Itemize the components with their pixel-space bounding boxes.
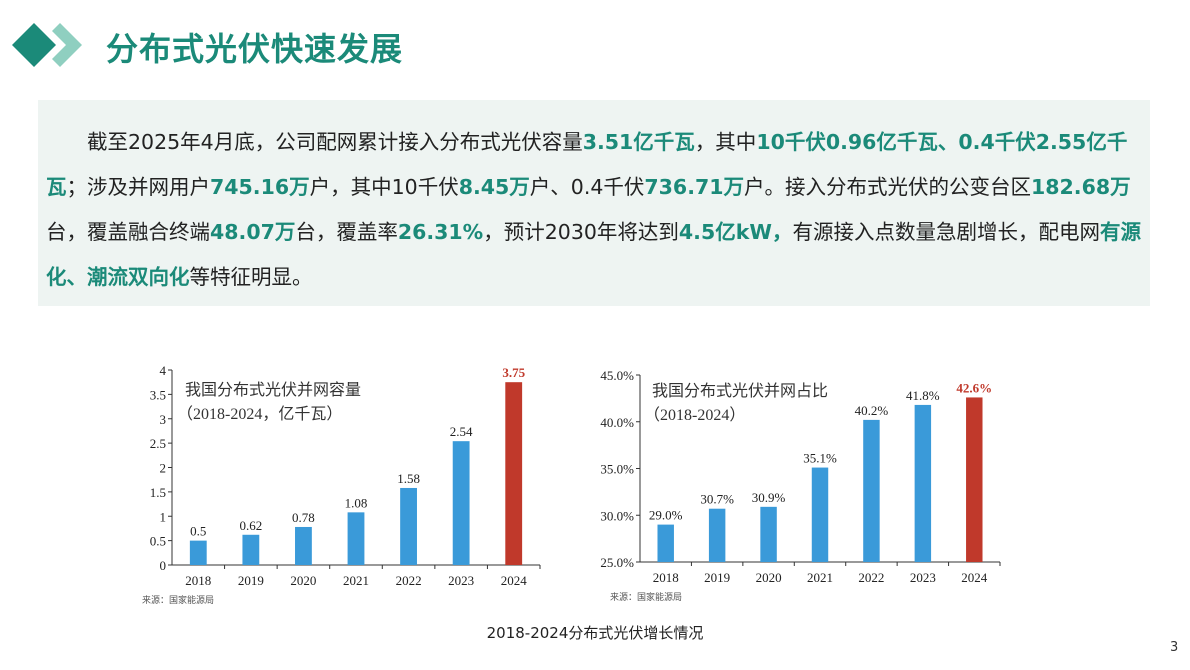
data-label: 30.9% [752,490,786,505]
capacity-chart: 0 0.5 1 1.5 2 2.5 3 3.5 4 0.5 2018 0.62 2019 0.78 2020… [142,363,541,605]
y-tick-label: 1.5 [150,485,166,500]
highlight-text: 182.68万 [1031,175,1131,199]
bar-2024 [505,382,523,565]
x-tick-label: 2020 [756,570,782,585]
bar-2020 [760,506,777,562]
figure-caption: 2018-2024分布式光伏增长情况 [486,624,704,642]
y-tick-label: 3.5 [150,387,166,402]
y-tick-label: 2.5 [150,436,166,451]
x-tick-label: 2022 [396,573,422,588]
body-text: 户、0.4千伏 [529,175,645,199]
y-tick-label: 3 [160,412,167,427]
y-tick-label: 1 [160,509,167,524]
x-tick-label: 2018 [653,570,679,585]
bar-2022 [400,487,417,565]
share-chart: 25.0% 30.0% 35.0% 40.0% 45.0% 29.0% 2018 30.7% 2… [600,368,1001,602]
chart-title: 我国分布式光伏并网容量 [185,381,361,399]
body-text: 户，其中10千伏 [309,175,459,199]
x-tick-label: 2022 [858,570,884,585]
data-label: 41.8% [906,388,940,403]
bar-2018 [189,540,207,565]
data-label: 2.54 [450,424,473,439]
data-label: 0.5 [190,524,206,539]
data-label: 0.78 [292,510,315,525]
summary-paragraph: 截至2025年4月底，公司配网累计接入分布式光伏容量3.51亿千瓦，其中10千伏… [46,120,1142,300]
x-tick-label: 2019 [238,573,264,588]
highlight-text: 3.51亿千瓦 [582,130,695,154]
bar-2023 [452,441,470,565]
x-tick-label: 2023 [448,573,474,588]
data-label: 42.6% [956,380,992,395]
data-label: 40.2% [855,403,889,418]
page-title: 分布式光伏快速发展 [106,30,404,68]
body-text: ，预计2030年将达到 [483,220,679,244]
highlight-text: 4.5亿kW， [678,220,793,244]
data-label: 3.75 [502,365,525,380]
bar-2024 [966,397,983,562]
bar-2021 [347,512,365,565]
chart-title: 我国分布式光伏并网占比 [652,382,828,400]
bar-2023 [914,404,932,562]
y-tick-label: 4 [160,363,167,378]
y-tick-label: 0 [160,558,167,573]
data-label: 0.62 [239,518,262,533]
data-label: 29.0% [649,508,683,523]
data-label: 35.1% [803,451,837,466]
diamond-logo-icon [12,23,82,67]
bar-2019 [242,534,260,565]
y-tick-label: 35.0% [600,462,634,477]
chart-source: 来源：国家能源局 [610,591,682,602]
x-tick-label: 2020 [290,573,316,588]
bar-2018 [657,524,674,562]
x-tick-label: 2024 [961,570,988,585]
page-number: 3 [1170,640,1179,655]
body-text: 台，覆盖率 [295,220,398,244]
x-tick-label: 2019 [704,570,730,585]
highlight-text: 8.45万 [458,175,530,199]
chart-source: 来源：国家能源局 [142,594,214,605]
chart-subtitle: （2018-2024，亿千瓦） [177,405,342,423]
highlight-text: 736.71万 [644,175,745,199]
highlight-text: 10千伏0.96亿千瓦、0.4千伏2.55亿千瓦 [46,130,1128,199]
body-text: ，其中 [694,130,757,154]
y-tick-label: 2 [160,461,167,476]
body-text: 户。接入分布式光伏的公变台区 [744,175,1032,199]
x-tick-label: 2024 [501,573,528,588]
bar-2022 [863,419,880,562]
body-text: 台，覆盖融合终端 [46,220,210,244]
chart-subtitle: （2018-2024） [644,406,745,424]
highlight-text: 有源化、潮流双向化 [46,220,1141,289]
y-tick-label: 30.0% [600,508,634,523]
x-tick-label: 2023 [910,570,936,585]
data-label: 1.08 [345,495,368,510]
highlight-text: 48.07万 [210,220,296,244]
body-text: ；涉及并网用户 [66,175,211,199]
y-tick-label: 25.0% [600,555,634,570]
data-label: 30.7% [700,492,734,507]
body-text: 有源接入点数量急剧增长，配电网 [792,220,1100,244]
y-tick-label: 0.5 [150,534,166,549]
x-tick-label: 2021 [343,573,369,588]
body-text: 截至2025年4月底，公司配网累计接入分布式光伏容量 [46,130,583,154]
summary-box: 截至2025年4月底，公司配网累计接入分布式光伏容量3.51亿千瓦，其中10千伏… [38,100,1150,306]
body-text: 等特征明显。 [189,265,313,289]
bar-2019 [708,508,726,562]
highlight-text: 745.16万 [210,175,310,199]
bar-2020 [295,526,312,565]
bar-2021 [811,467,829,562]
y-tick-label: 40.0% [600,415,634,430]
x-tick-label: 2018 [185,573,211,588]
x-tick-label: 2021 [807,570,833,585]
y-tick-label: 45.0% [600,368,634,383]
data-label: 1.58 [397,471,420,486]
highlight-text: 26.31% [397,220,484,244]
